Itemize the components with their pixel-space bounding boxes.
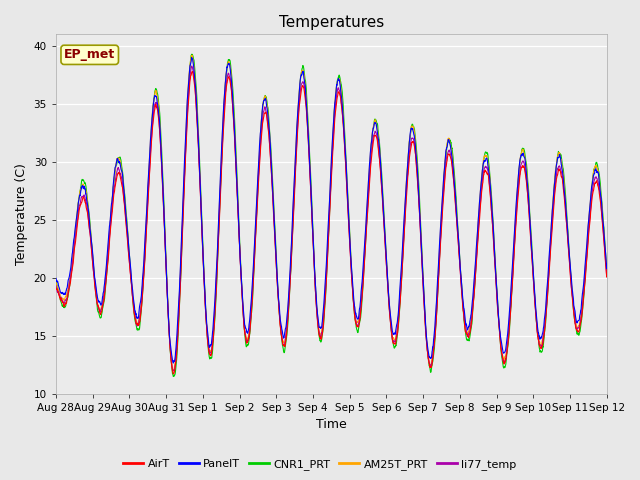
CNR1_PRT xyxy=(603,263,611,269)
Text: EP_met: EP_met xyxy=(64,48,115,61)
CNR1_PRT xyxy=(348,270,355,276)
CNR1_PRT xyxy=(360,270,367,276)
AirT xyxy=(492,277,500,283)
PanelT xyxy=(52,276,60,281)
li77_temp xyxy=(603,267,611,273)
AM25T_PRT xyxy=(188,52,196,58)
li77_temp xyxy=(360,267,367,273)
AirT xyxy=(348,274,355,280)
AirT xyxy=(52,285,60,291)
AM25T_PRT xyxy=(570,311,578,317)
AM25T_PRT xyxy=(603,263,611,268)
PanelT xyxy=(188,55,195,60)
li77_temp xyxy=(52,283,60,288)
PanelT xyxy=(570,303,578,309)
li77_temp xyxy=(188,63,196,69)
AM25T_PRT xyxy=(169,368,177,374)
AM25T_PRT xyxy=(555,150,563,156)
Y-axis label: Temperature (C): Temperature (C) xyxy=(15,163,28,265)
li77_temp xyxy=(555,164,563,169)
li77_temp xyxy=(492,276,500,282)
AirT xyxy=(189,69,196,74)
PanelT xyxy=(170,360,177,366)
AirT xyxy=(603,270,611,276)
PanelT xyxy=(206,342,214,348)
AM25T_PRT xyxy=(52,278,60,284)
AM25T_PRT xyxy=(206,348,214,354)
CNR1_PRT xyxy=(188,51,196,57)
AirT xyxy=(360,272,367,278)
CNR1_PRT xyxy=(52,278,60,284)
CNR1_PRT xyxy=(555,150,563,156)
PanelT xyxy=(348,267,355,273)
Title: Temperatures: Temperatures xyxy=(279,15,384,30)
CNR1_PRT xyxy=(170,373,177,379)
PanelT xyxy=(492,274,500,279)
AM25T_PRT xyxy=(492,273,500,279)
Line: AirT: AirT xyxy=(56,72,607,374)
li77_temp xyxy=(170,368,178,373)
PanelT xyxy=(360,255,367,261)
li77_temp xyxy=(570,310,578,315)
AM25T_PRT xyxy=(348,271,355,277)
CNR1_PRT xyxy=(492,271,500,276)
AirT xyxy=(170,371,177,377)
PanelT xyxy=(555,155,563,160)
PanelT xyxy=(603,262,611,267)
AirT xyxy=(570,312,578,318)
CNR1_PRT xyxy=(206,355,214,361)
AirT xyxy=(206,352,214,358)
Line: PanelT: PanelT xyxy=(56,58,607,363)
Legend: AirT, PanelT, CNR1_PRT, AM25T_PRT, li77_temp: AirT, PanelT, CNR1_PRT, AM25T_PRT, li77_… xyxy=(119,455,521,474)
AirT xyxy=(555,166,563,172)
Line: AM25T_PRT: AM25T_PRT xyxy=(56,55,607,371)
Line: CNR1_PRT: CNR1_PRT xyxy=(56,54,607,376)
li77_temp xyxy=(206,350,214,356)
Line: li77_temp: li77_temp xyxy=(56,66,607,371)
AM25T_PRT xyxy=(360,262,367,268)
li77_temp xyxy=(348,274,355,280)
X-axis label: Time: Time xyxy=(316,419,347,432)
CNR1_PRT xyxy=(570,312,578,318)
